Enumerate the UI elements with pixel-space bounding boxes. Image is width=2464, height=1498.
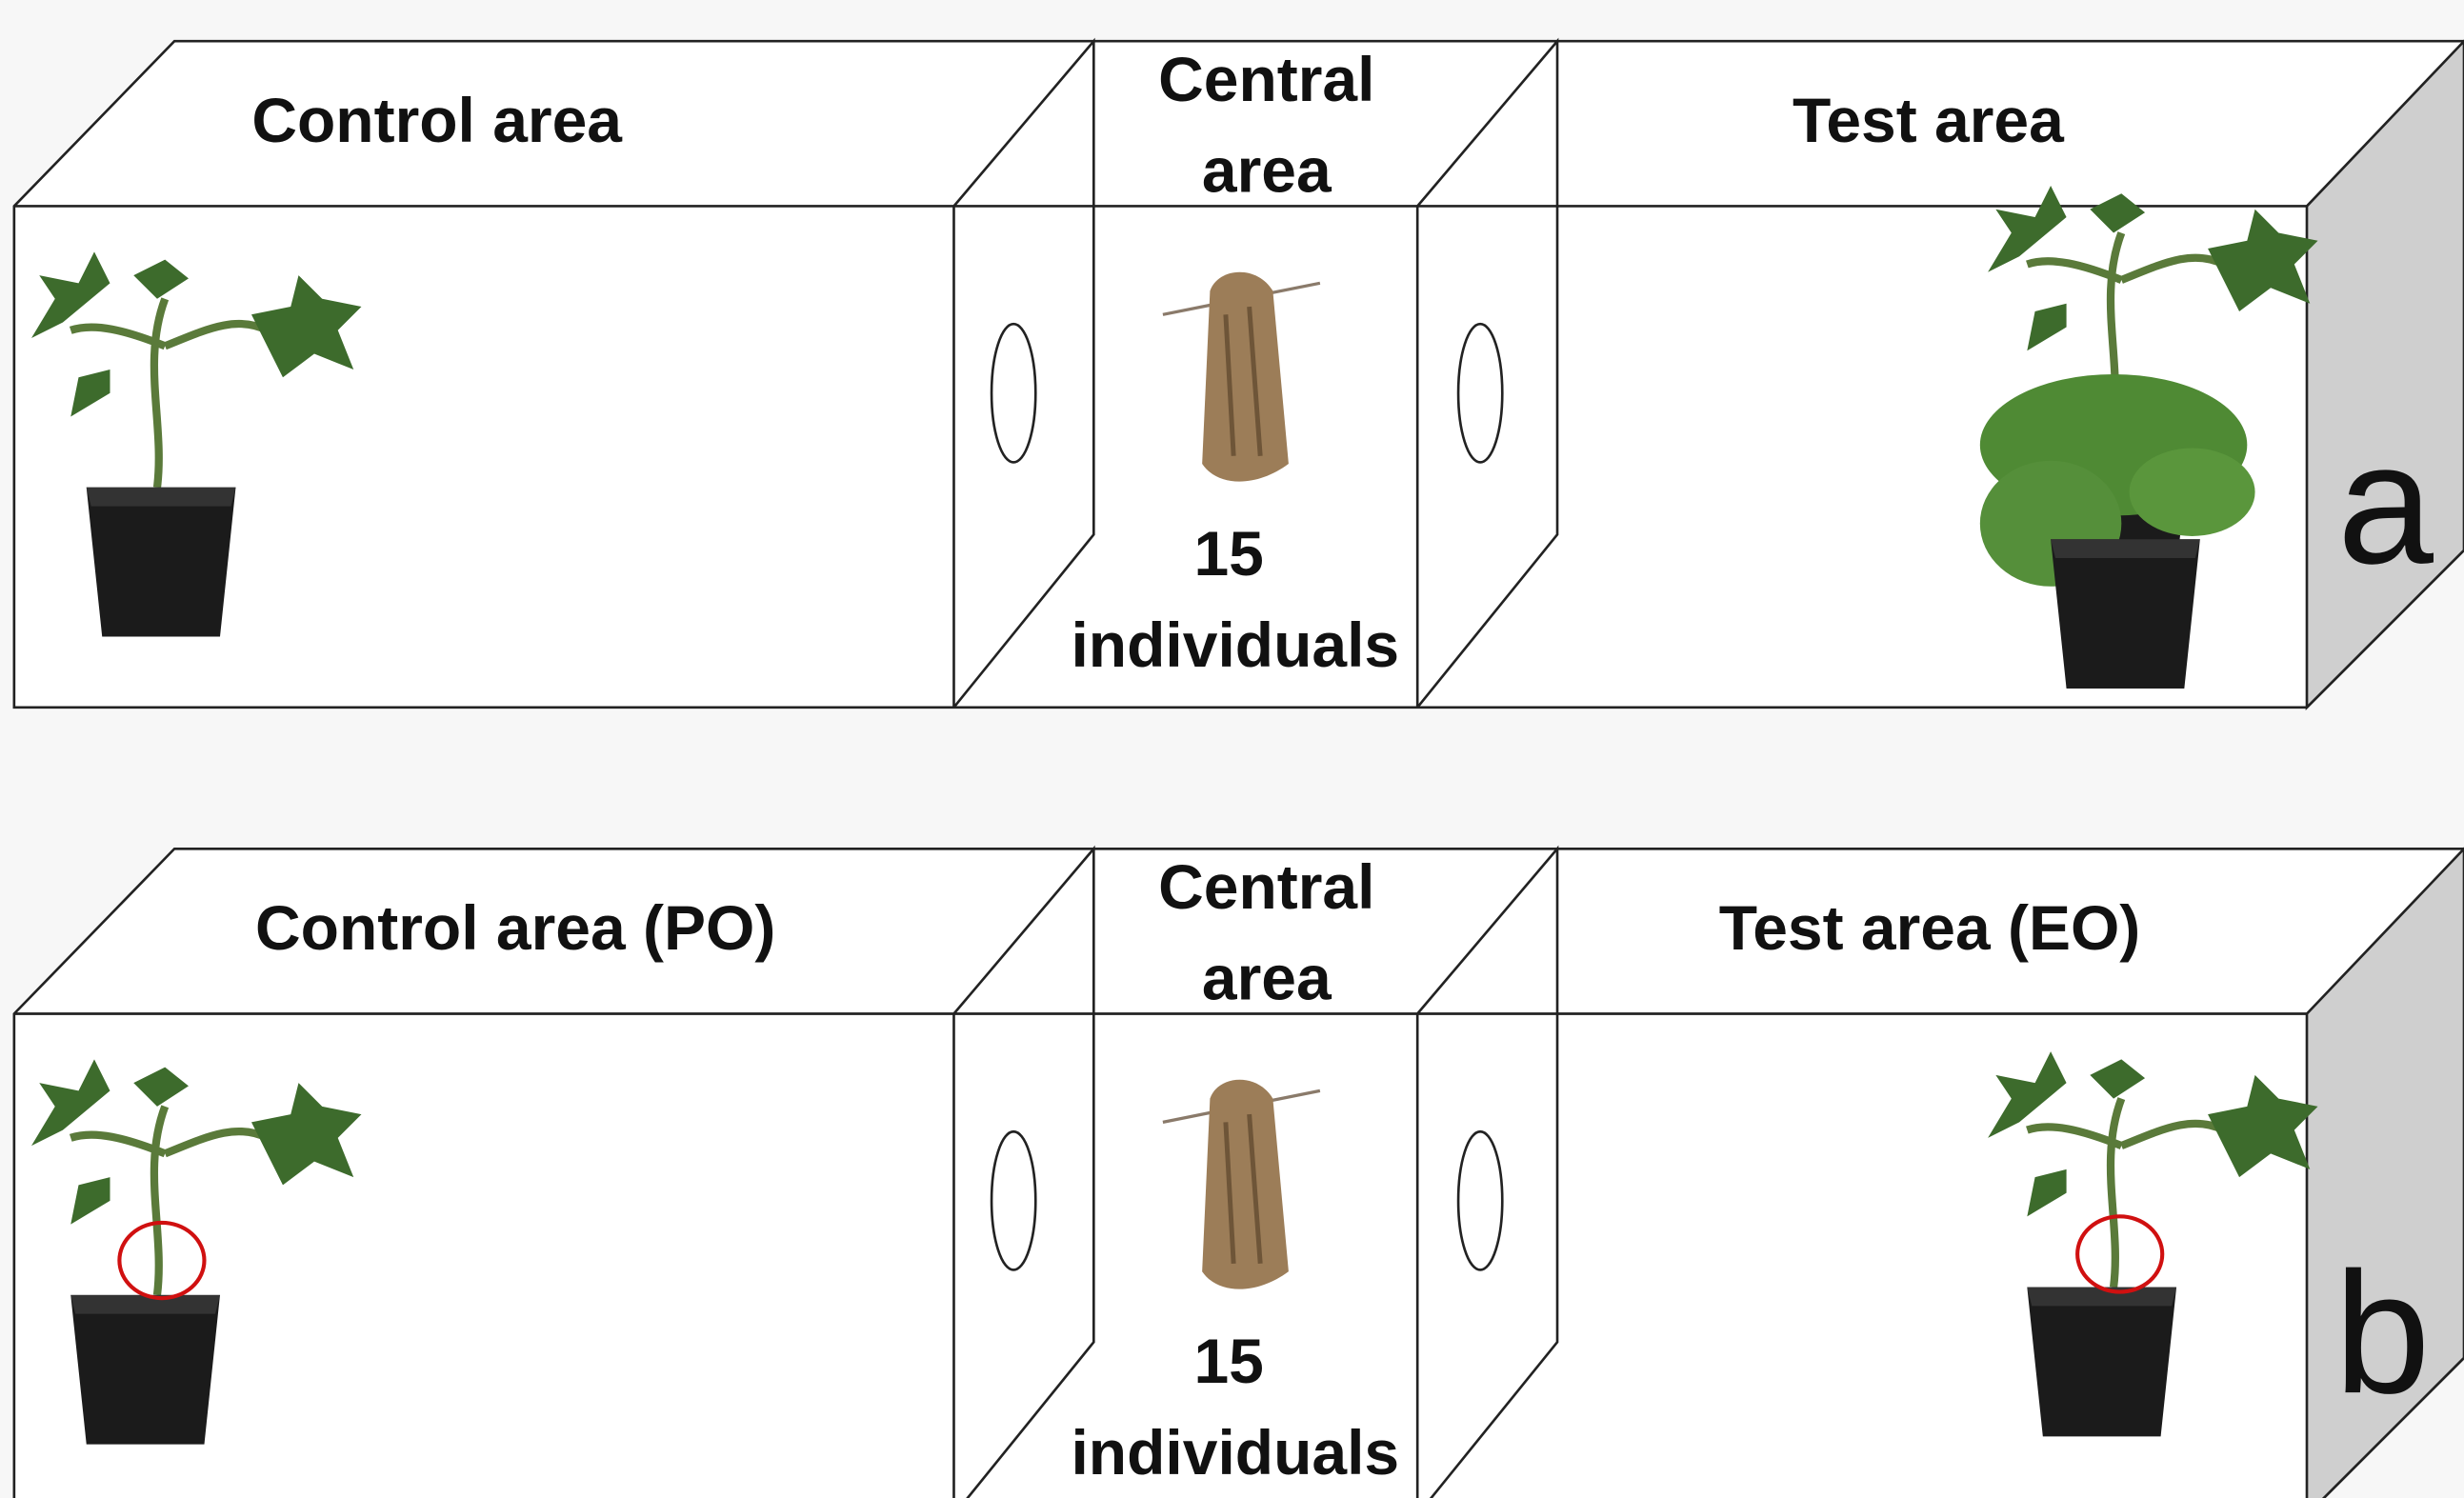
panel-label: b [2334,1237,2431,1429]
page: Control area Central area Test area 15 i… [0,0,2464,1498]
central-area-label: area [1202,135,1332,206]
test-area-label: Test area [1793,85,2065,155]
count: 15 [1193,518,1263,589]
central-area-label: Central [1158,851,1374,922]
panel-b: Control area (PO) Central area Test area… [14,849,2464,1498]
central-area-label: area [1202,943,1332,1013]
diagram: Control area Central area Test area 15 i… [0,0,2464,1498]
panel-label: a [2337,408,2434,600]
count-unit: individuals [1071,609,1399,680]
count: 15 [1193,1326,1263,1396]
control-area-label: Control area [251,85,623,155]
control-area-label: Control area (PO) [255,892,775,963]
panel-a: Control area Central area Test area 15 i… [14,41,2464,708]
central-area-label: Central [1158,44,1374,114]
test-area-label: Test area (EO) [1719,892,2140,963]
count-unit: individuals [1071,1417,1399,1488]
